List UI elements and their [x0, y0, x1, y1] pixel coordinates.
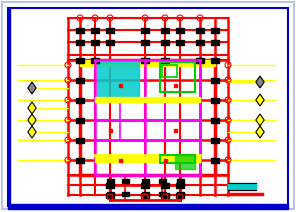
- Bar: [97, 62, 139, 97]
- Bar: [211, 58, 219, 63]
- Bar: [76, 28, 84, 33]
- Bar: [141, 193, 149, 198]
- Bar: [76, 98, 84, 103]
- Bar: [211, 118, 219, 123]
- Bar: [142, 179, 149, 183]
- Polygon shape: [256, 114, 264, 126]
- Bar: [211, 40, 219, 45]
- Bar: [161, 193, 169, 198]
- Bar: [164, 159, 167, 162]
- Bar: [176, 40, 184, 45]
- Bar: [176, 183, 184, 188]
- Bar: [119, 159, 122, 162]
- Bar: [106, 193, 114, 198]
- Bar: [176, 193, 184, 198]
- Bar: [107, 192, 114, 196]
- Bar: [160, 62, 195, 92]
- Bar: [109, 129, 112, 132]
- Bar: [76, 158, 84, 163]
- Bar: [161, 28, 169, 33]
- Bar: [161, 183, 169, 188]
- Bar: [122, 192, 129, 196]
- Bar: [91, 28, 99, 33]
- Bar: [119, 84, 122, 87]
- Bar: [91, 40, 99, 45]
- Bar: [141, 183, 149, 188]
- Bar: [122, 179, 129, 183]
- Bar: [211, 138, 219, 143]
- Polygon shape: [28, 102, 36, 114]
- Bar: [177, 192, 184, 196]
- Bar: [76, 78, 84, 83]
- Bar: [80, 60, 215, 66]
- Bar: [175, 155, 195, 169]
- Polygon shape: [256, 94, 264, 106]
- Bar: [196, 58, 204, 63]
- Bar: [142, 192, 149, 196]
- Bar: [91, 58, 99, 63]
- Polygon shape: [256, 76, 264, 88]
- Bar: [196, 40, 204, 45]
- Bar: [161, 58, 169, 63]
- Bar: [159, 192, 166, 196]
- Polygon shape: [28, 126, 36, 138]
- Bar: [161, 40, 169, 45]
- Bar: [8, 8, 10, 204]
- Bar: [106, 28, 114, 33]
- Bar: [76, 58, 84, 63]
- Bar: [174, 84, 177, 87]
- Bar: [8, 204, 288, 209]
- Polygon shape: [256, 126, 264, 138]
- Bar: [165, 157, 200, 162]
- Polygon shape: [28, 114, 36, 126]
- Bar: [141, 58, 149, 63]
- Bar: [176, 28, 184, 33]
- Bar: [162, 65, 177, 77]
- Bar: [141, 40, 149, 45]
- Bar: [228, 183, 256, 190]
- Bar: [106, 183, 114, 188]
- Bar: [174, 129, 177, 132]
- Bar: [76, 118, 84, 123]
- Bar: [196, 28, 204, 33]
- Bar: [177, 179, 184, 183]
- Bar: [211, 78, 219, 83]
- Bar: [76, 40, 84, 45]
- Bar: [141, 28, 149, 33]
- Bar: [106, 40, 114, 45]
- Bar: [211, 98, 219, 103]
- Polygon shape: [28, 82, 36, 94]
- Bar: [95, 157, 200, 162]
- Bar: [76, 138, 84, 143]
- Bar: [159, 179, 166, 183]
- Bar: [211, 28, 219, 33]
- Bar: [160, 155, 195, 163]
- Bar: [211, 158, 219, 163]
- Bar: [95, 97, 200, 102]
- Bar: [107, 179, 114, 183]
